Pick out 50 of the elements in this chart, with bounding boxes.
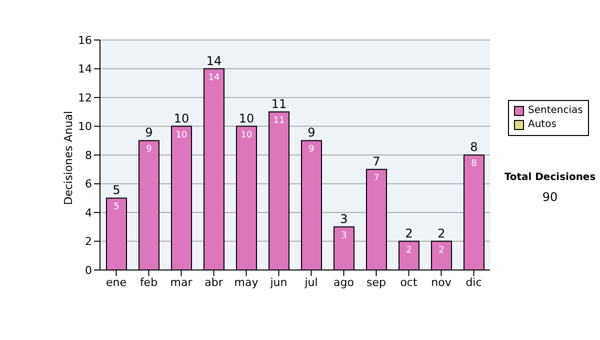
y-tick-label: 6 [85, 178, 92, 191]
y-tick-label: 14 [78, 62, 92, 76]
total-label: 3 [340, 212, 348, 226]
total-label: 5 [112, 183, 120, 198]
total-label: 10 [238, 111, 254, 126]
x-tick-label: jun [269, 276, 288, 289]
text: Total Decisiones [503, 172, 597, 183]
data-label: 11 [273, 116, 285, 126]
y-tick-label: 10 [78, 120, 92, 134]
x-tick-label: nov [431, 276, 452, 289]
total-label: 14 [206, 54, 222, 68]
total-label: 8 [470, 140, 478, 154]
data-label: 2 [438, 245, 444, 256]
data-label: 9 [308, 144, 315, 155]
x-tick-label: mar [170, 276, 193, 289]
x-tick-label: abr [204, 276, 224, 289]
total-label: 2 [405, 226, 413, 240]
total-label: 7 [372, 154, 380, 168]
y-tick-label: 16 [78, 34, 92, 47]
y-tick-label: 12 [78, 91, 92, 104]
total-label: 9 [308, 126, 316, 140]
y-tick-label: 4 [85, 206, 92, 220]
data-label: 5 [114, 202, 120, 212]
data-label: 7 [374, 173, 380, 184]
data-label: 9 [146, 144, 152, 155]
total-label: 10 [174, 111, 190, 126]
total-label: 11 [271, 96, 287, 111]
text: 90 [541, 190, 559, 204]
total-label: 9 [145, 126, 153, 140]
legend-label: Autos [528, 118, 556, 132]
y-axis-title: Decisiones Anual [62, 110, 75, 205]
data-label: 10 [240, 130, 252, 140]
legend-label: Sentencias [528, 104, 583, 118]
x-tick-label: dic [466, 276, 482, 289]
data-label: 14 [208, 72, 220, 83]
data-label: 8 [471, 159, 478, 169]
x-tick-label: ago [334, 276, 354, 289]
x-tick-label: ene [106, 276, 127, 289]
y-tick-label: 2 [85, 235, 92, 248]
x-tick-label: feb [140, 276, 158, 289]
data-label: 10 [176, 130, 188, 140]
total-label: 2 [438, 226, 446, 240]
x-tick-label: jul [304, 276, 318, 289]
x-tick-label: may [234, 276, 259, 289]
y-tick-label: 8 [85, 148, 92, 162]
data-label: 2 [406, 245, 412, 256]
y-tick-label: 0 [85, 264, 92, 277]
data-label: 3 [341, 230, 347, 241]
x-tick-label: sep [366, 276, 386, 289]
x-tick-label: oct [400, 276, 418, 289]
